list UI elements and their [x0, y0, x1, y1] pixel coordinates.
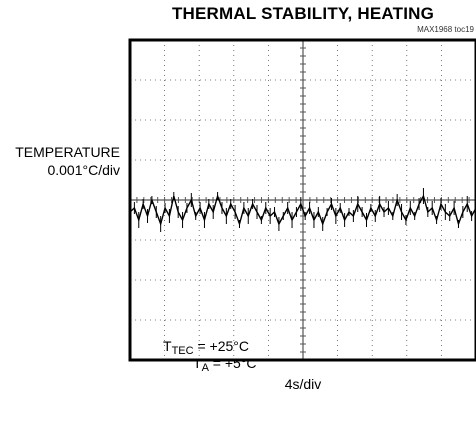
- chart-subtitle: MAX1968 toc19: [417, 25, 474, 34]
- plot-frame: [128, 38, 476, 362]
- x-axis-label: 4s/div: [284, 376, 322, 392]
- y-axis-label-line2: 0.001°C/div: [47, 162, 120, 178]
- y-axis-label: TEMPERATURE 0.001°C/div: [0, 143, 120, 179]
- y-axis-label-line1: TEMPERATURE: [15, 144, 120, 160]
- traces: [129, 188, 476, 232]
- chart-title: THERMAL STABILITY, HEATING: [171, 4, 435, 23]
- annotation-ttec: TTEC = +25°C: [163, 338, 249, 357]
- annotation-ta: TA = +5°C: [193, 355, 257, 374]
- temperature-trace: [129, 193, 476, 227]
